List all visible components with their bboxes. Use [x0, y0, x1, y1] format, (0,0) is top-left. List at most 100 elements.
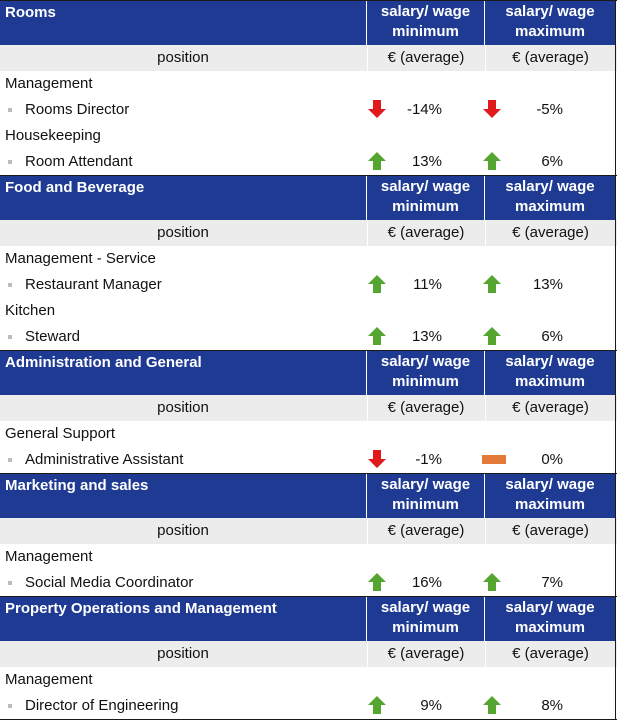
- bullet-icon: [8, 581, 12, 585]
- bullet-icon: [8, 704, 12, 708]
- max-average-label: € (average): [485, 641, 615, 667]
- section-header: Food and Beverage salary/ wage minimum sala…: [0, 175, 617, 220]
- header-min-line: minimum: [392, 619, 459, 636]
- table-row: Room Attendant 13% 6%: [0, 149, 617, 175]
- trend-up-icon: [482, 326, 502, 346]
- position-subheader: position € (average) € (average): [0, 220, 617, 246]
- trend-up-icon: [482, 151, 502, 171]
- max-change-value: 6%: [541, 328, 563, 345]
- max-average-label: € (average): [485, 45, 615, 71]
- table-row: Director of Engineering 9% 8%: [0, 693, 617, 719]
- bullet-icon: [8, 160, 12, 164]
- min-change-value: 16%: [411, 574, 442, 591]
- table-row: Social Media Coordinator 16% 7%: [0, 570, 617, 596]
- max-average-label: € (average): [485, 518, 615, 544]
- header-max-line: maximum: [514, 198, 586, 215]
- min-change-value: -14%: [406, 101, 442, 118]
- min-average-label: € (average): [367, 518, 484, 544]
- trend-up-icon: [367, 151, 387, 171]
- trend-down-icon: [367, 449, 387, 469]
- max-change-value: -5%: [536, 101, 563, 118]
- header-max-line: salary/ wage: [505, 3, 595, 20]
- bullet-icon: [8, 335, 12, 339]
- header-min-column: salary/ wage minimum: [367, 351, 484, 395]
- group-label: Management: [5, 671, 93, 688]
- table-row: Rooms Director -14% -5%: [0, 97, 617, 123]
- max-average-label: € (average): [485, 220, 615, 246]
- header-max-column: salary/ wage maximum: [485, 1, 615, 45]
- bullet-icon: [8, 283, 12, 287]
- trend-up-icon: [482, 274, 502, 294]
- header-max-line: salary/ wage: [505, 178, 595, 195]
- section-title: Property Operations and Management: [0, 597, 366, 641]
- max-change-value: 7%: [541, 574, 563, 591]
- bullet-icon: [8, 108, 12, 112]
- position-label: position: [157, 224, 209, 241]
- position-subheader: position € (average) € (average): [0, 518, 617, 544]
- header-max-line: maximum: [514, 23, 586, 40]
- section-header: Administration and General salary/ wage mi…: [0, 350, 617, 395]
- role-name: Administrative Assistant: [25, 451, 184, 468]
- max-average-label: € (average): [485, 395, 615, 421]
- group-label: Management - Service: [5, 250, 156, 267]
- header-min-line: salary/ wage: [380, 476, 471, 493]
- section-header: Marketing and sales salary/ wage minimum sa…: [0, 473, 617, 518]
- header-min-line: salary/ wage: [380, 353, 471, 370]
- position-subheader: position € (average) € (average): [0, 395, 617, 421]
- header-min-line: salary/ wage: [380, 178, 471, 195]
- min-change-value: -1%: [415, 451, 442, 468]
- header-min-line: salary/ wage: [380, 599, 471, 616]
- header-min-line: minimum: [392, 23, 459, 40]
- trend-up-icon: [367, 695, 387, 715]
- max-change-value: 13%: [532, 276, 563, 293]
- min-average-label: € (average): [367, 395, 484, 421]
- min-average-label: € (average): [367, 220, 484, 246]
- max-change-value: 6%: [541, 153, 563, 170]
- header-max-column: salary/ wage maximum: [485, 474, 615, 518]
- trend-up-icon: [482, 572, 502, 592]
- trend-up-icon: [367, 326, 387, 346]
- min-average-label: € (average): [367, 641, 484, 667]
- group-label: General Support: [5, 425, 116, 442]
- header-max-line: maximum: [514, 619, 586, 636]
- role-name: Steward: [25, 328, 81, 345]
- position-subheader: position € (average) € (average): [0, 45, 617, 71]
- header-max-column: salary/ wage maximum: [485, 176, 615, 220]
- position-label: position: [157, 399, 209, 416]
- position-subheader: position € (average) € (average): [0, 641, 617, 667]
- header-max-line: salary/ wage: [505, 353, 595, 370]
- max-change-value: 8%: [541, 697, 563, 714]
- min-change-value: 9%: [420, 697, 442, 714]
- header-min-column: salary/ wage minimum: [367, 176, 484, 220]
- section-title: Rooms: [0, 1, 366, 45]
- trend-up-icon: [367, 572, 387, 592]
- max-change-value: 0%: [541, 451, 563, 468]
- role-name: Room Attendant: [25, 153, 133, 170]
- position-label: position: [157, 49, 209, 66]
- header-max-line: salary/ wage: [505, 599, 595, 616]
- min-change-value: 13%: [411, 153, 442, 170]
- header-max-line: salary/ wage: [505, 476, 595, 493]
- group-label: Kitchen: [5, 302, 56, 319]
- header-max-column: salary/ wage maximum: [485, 597, 615, 641]
- header-min-column: salary/ wage minimum: [367, 474, 484, 518]
- header-min-column: salary/ wage minimum: [367, 1, 484, 45]
- group-label: Housekeeping: [5, 127, 101, 144]
- role-name: Director of Engineering: [25, 697, 179, 714]
- trend-down-icon: [367, 99, 387, 119]
- section-title: Marketing and sales: [0, 474, 366, 518]
- table-row: Administrative Assistant -1% 0%: [0, 447, 617, 473]
- role-name: Restaurant Manager: [25, 276, 162, 293]
- header-max-line: maximum: [514, 496, 586, 513]
- role-name: Social Media Coordinator: [25, 574, 194, 591]
- header-max-line: maximum: [514, 373, 586, 390]
- header-min-line: minimum: [392, 373, 459, 390]
- group-label: Management: [5, 75, 93, 92]
- header-min-line: minimum: [392, 496, 459, 513]
- section-header: Rooms salary/ wage minimum salary/ wage maxi…: [0, 0, 617, 45]
- header-min-line: minimum: [392, 198, 459, 215]
- role-name: Rooms Director: [25, 101, 130, 118]
- min-average-label: € (average): [367, 45, 484, 71]
- trend-down-icon: [482, 99, 502, 119]
- table-row: Restaurant Manager 11% 13%: [0, 272, 617, 298]
